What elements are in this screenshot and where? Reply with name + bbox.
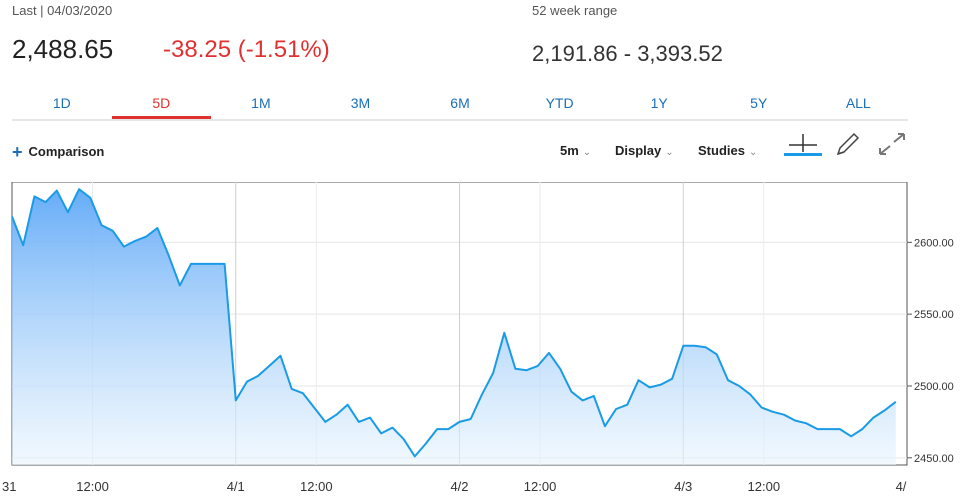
draw-tool-button[interactable] <box>830 132 870 160</box>
x-tick-label: 4/1 <box>227 479 245 494</box>
tab-ytd[interactable]: YTD <box>545 95 574 111</box>
y-tick-label: 2450.00 <box>914 453 954 465</box>
x-tick-label: 31 <box>2 479 16 494</box>
interval-dropdown[interactable]: 5m ⌄ <box>560 143 591 158</box>
crosshair-icon <box>784 134 822 156</box>
price-area-fill <box>12 189 896 465</box>
last-price: 2,488.65 <box>12 34 114 64</box>
range-value: 2,191.86 - 3,393.52 <box>532 41 723 66</box>
chevron-down-icon: ⌄ <box>665 147 674 158</box>
tab-all[interactable]: ALL <box>845 95 871 111</box>
chevron-down-icon: ⌄ <box>582 147 592 158</box>
x-tick-label: 4/3 <box>674 479 692 494</box>
pencil-icon <box>836 132 860 156</box>
expand-button[interactable] <box>874 132 914 160</box>
y-tick-label: 2600.00 <box>914 237 954 249</box>
last-date-label: Last | 04/03/2020 <box>12 3 113 18</box>
tab-1m[interactable]: 1M <box>251 95 271 111</box>
studies-label: Studies <box>698 143 745 158</box>
expand-icon <box>879 133 905 155</box>
studies-dropdown[interactable]: Studies ⌄ <box>698 143 757 158</box>
crosshair-tool-button[interactable] <box>783 132 823 160</box>
x-tick-label: 4/ <box>896 479 907 494</box>
price-chart[interactable]: 2450.00 2500.00 2550.00 2600.00 31 12:00 4/1 1… <box>0 181 963 499</box>
chart-toolbar: + Comparison 5m ⌄ Display ⌄ Studies ⌄ <box>0 132 963 172</box>
x-tick-label: 12:00 <box>748 479 781 494</box>
comparison-label: Comparison <box>28 144 105 159</box>
chevron-down-icon: ⌄ <box>748 147 758 158</box>
plus-icon: + <box>12 142 23 162</box>
period-tabs: 1D 5D 1M 3M 6M YTD 1Y 5Y ALL <box>12 89 908 121</box>
chart-area[interactable]: 2450.00 2500.00 2550.00 2600.00 31 12:00 4/1 1… <box>0 181 963 499</box>
tab-6m[interactable]: 6M <box>450 95 470 111</box>
price-line <box>11 188 897 458</box>
tab-5d[interactable]: 5D <box>111 89 212 119</box>
y-tick-label: 2550.00 <box>914 309 954 321</box>
tab-5y[interactable]: 5Y <box>750 95 768 111</box>
interval-label: 5m <box>560 143 579 158</box>
display-label: Display <box>615 143 662 158</box>
x-tick-label: 12:00 <box>524 479 557 494</box>
tab-3m[interactable]: 3M <box>350 95 371 111</box>
tab-1y[interactable]: 1Y <box>650 95 668 111</box>
x-tick-label: 12:00 <box>300 479 333 494</box>
comparison-button[interactable]: + Comparison <box>12 142 104 163</box>
y-tick-label: 2500.00 <box>914 381 954 393</box>
x-tick-label: 4/2 <box>450 479 468 494</box>
display-dropdown[interactable]: Display ⌄ <box>615 143 674 158</box>
x-tick-label: 12:00 <box>76 479 109 494</box>
range-label: 52 week range <box>532 3 618 18</box>
price-change: -38.25 (-1.51%) <box>163 36 330 63</box>
tab-1d[interactable]: 1D <box>52 95 71 111</box>
